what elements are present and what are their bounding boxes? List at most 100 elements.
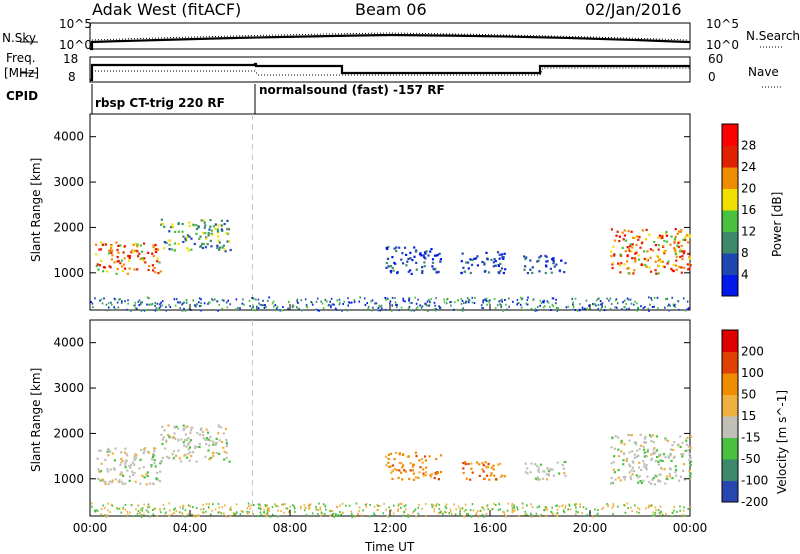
ground-scatter-cell [555,309,558,312]
ground-scatter-cell [434,304,436,307]
ground-scatter-cell [320,511,323,514]
cpid-program-2: normalsound (fast) -157 RF [259,83,445,97]
data-cell [422,254,425,257]
data-cell [199,235,202,238]
ground-scatter-cell [173,508,175,511]
data-cell [123,257,126,260]
data-cell [420,458,424,461]
data-cell [682,238,685,241]
data-cell [656,255,659,258]
velocity-ylabel: Slant Range [km] [29,367,43,472]
data-cell [110,251,113,254]
data-cell [632,469,636,473]
data-cell [194,445,197,448]
data-cell [209,219,212,222]
data-cell [148,265,151,268]
data-cell [126,272,129,275]
ground-scatter-cell [407,513,409,516]
ground-scatter-cell [511,508,514,511]
data-cell [622,459,625,462]
ground-scatter-cell [209,301,211,304]
data-cell [428,455,431,458]
ground-scatter-cell [667,305,669,308]
data-cell [482,464,485,467]
ground-scatter-cell [582,506,585,509]
data-cell [619,253,622,256]
ground-scatter-cell [614,306,616,309]
data-cell [99,470,103,473]
ground-scatter-cell [179,307,181,309]
ground-scatter-cell [481,513,484,516]
data-cell [671,477,674,480]
ground-scatter-cell [343,300,346,303]
ground-scatter-cell [585,299,588,302]
ground-scatter-cell [391,296,394,299]
ground-scatter-cell [659,512,661,515]
ground-scatter-cell [345,308,348,311]
ground-scatter-cell [158,308,160,311]
ground-scatter-cell [610,303,613,305]
ground-scatter-cell [407,307,410,310]
data-cell [637,258,641,261]
data-cell [113,468,116,471]
ground-scatter-cell [601,508,603,511]
ground-scatter-cell [608,299,610,302]
colorbar-frame [721,329,739,503]
data-cell [221,246,224,249]
ground-scatter-cell [92,306,94,309]
ground-scatter-cell [306,306,309,309]
ground-scatter-cell [575,513,577,516]
ground-scatter-cell [330,297,333,300]
colorbar-tick-label: 100 [741,366,764,380]
data-cell [140,448,143,451]
data-cell [622,463,625,466]
data-cell [544,264,548,267]
data-cell [222,446,225,449]
data-cell [461,252,464,255]
data-cell [226,219,229,222]
ground-scatter-cell [679,505,681,508]
ground-scatter-cell [322,307,325,310]
data-cell [172,457,175,460]
data-cell [664,232,668,235]
nave-line [92,67,690,76]
ground-scatter-cell [377,504,379,507]
data-cell [676,232,679,235]
data-cell [159,462,162,465]
ground-scatter-cell [470,515,473,518]
data-cell [654,269,657,272]
data-cell [120,461,123,464]
data-cell [492,265,495,268]
data-cell [118,479,121,482]
ground-scatter-cell [508,305,510,308]
ground-scatter-cell [563,510,565,513]
ground-scatter-cell [268,510,270,512]
data-cell [539,254,543,258]
data-cell [553,265,556,268]
ground-scatter-cell [500,304,502,307]
data-cell [173,242,177,245]
ground-scatter-cell [297,301,299,304]
data-cell [133,472,136,475]
data-cell [95,264,98,268]
data-cell [146,471,149,474]
data-cell [195,460,198,463]
data-cell [662,453,666,456]
ground-scatter-cell [223,512,225,515]
ground-scatter-cell [287,300,290,303]
ground-scatter-cell [439,306,441,309]
ground-scatter-cell [321,302,324,305]
ground-scatter-cell [568,504,571,507]
ground-scatter-cell [482,301,484,304]
data-cell [169,226,173,229]
data-cell [668,475,672,478]
data-cell [119,262,122,265]
beam-title: Beam 06 [355,0,427,19]
ground-scatter-cell [636,510,638,513]
data-cell [617,468,620,472]
ground-scatter-cell [433,507,436,510]
data-cell [225,438,228,442]
ground-scatter-cell [289,505,291,508]
data-cell [642,479,645,482]
data-cell [134,480,137,483]
